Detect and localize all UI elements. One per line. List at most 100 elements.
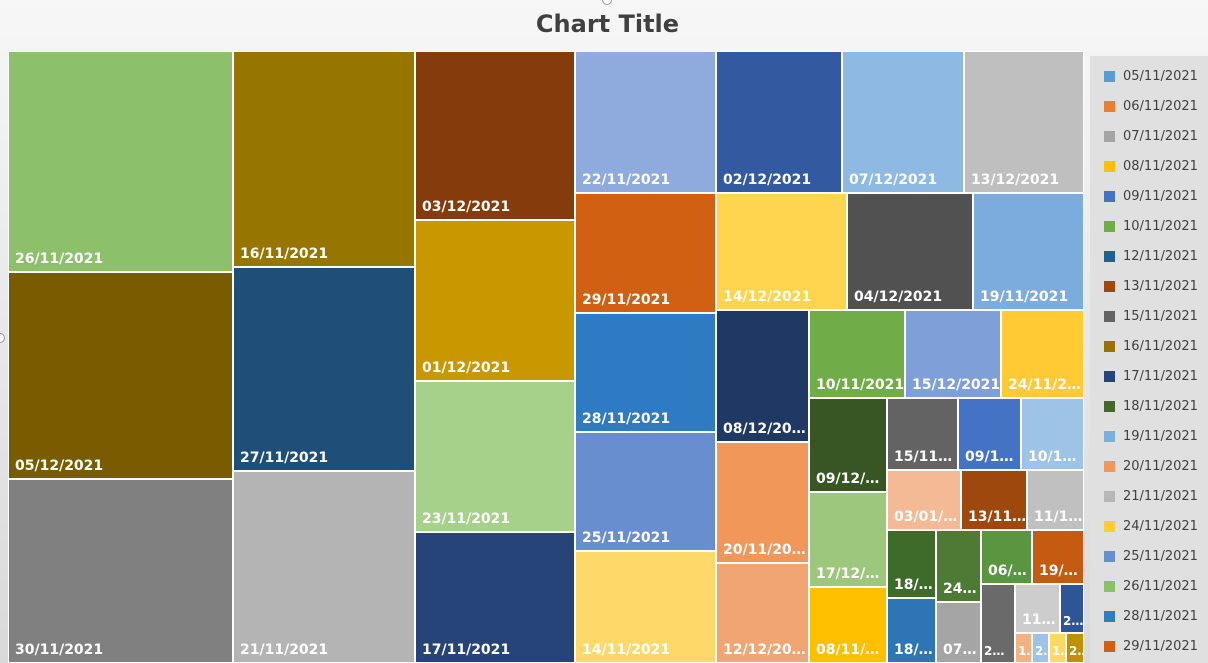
treemap-tile-label: 28/11/2021 [582, 411, 671, 427]
chart-legend: 05/11/2021 06/11/2021 07/11/2021 08/11/2021… [1090, 56, 1208, 663]
treemap-tile-label: 27/11/2021 [240, 450, 329, 466]
legend-entry: 20/11/2021 [1104, 458, 1198, 474]
treemap-tile-label: 08/11/… [816, 642, 880, 658]
treemap-tile: 24/11/2… [1001, 310, 1084, 398]
treemap-tile: 1… [1015, 633, 1032, 663]
treemap-tile: 25/11/2021 [575, 432, 716, 551]
treemap-tile: 16/11/2021 [233, 51, 415, 267]
treemap-tile-label: 07… [943, 642, 977, 658]
treemap-tile: 07… [936, 602, 981, 663]
treemap-tile: 04/12/2021 [847, 193, 973, 310]
treemap-tile-label: 11/1… [1034, 509, 1083, 525]
treemap-tile-label: 03/01/… [894, 509, 958, 525]
treemap-tile: 2… [981, 584, 1015, 663]
legend-label: 29/11/2021 [1123, 638, 1198, 654]
legend-label: 21/11/2021 [1123, 488, 1198, 504]
legend-swatch [1104, 250, 1115, 262]
treemap-tile-label: 2… [1035, 644, 1048, 658]
legend-swatch [1104, 430, 1115, 442]
treemap-tile-label: 26/11/2021 [15, 251, 104, 267]
treemap-tile: 08/11/… [809, 587, 887, 663]
treemap-tile-label: 09/12/… [816, 471, 880, 487]
legend-label: 10/11/2021 [1123, 218, 1198, 234]
legend-label: 09/11/2021 [1123, 188, 1198, 204]
treemap-tile: 27/11/2021 [233, 267, 415, 471]
treemap-tile-label: 04/12/2021 [854, 289, 943, 305]
treemap-tile-label: 15/11… [894, 449, 953, 465]
treemap-tile-label: 2… [1063, 614, 1084, 628]
treemap-tile: 17/11/2021 [415, 532, 575, 663]
legend-entry: 16/11/2021 [1104, 338, 1198, 354]
treemap-tile: 07/12/2021 [842, 51, 964, 193]
treemap-tile: 15/11… [887, 398, 958, 470]
legend-label: 15/11/2021 [1123, 308, 1198, 324]
legend-label: 06/11/2021 [1123, 98, 1198, 114]
treemap-tile-label: 1… [1018, 644, 1031, 658]
legend-entry: 24/11/2021 [1104, 518, 1198, 534]
treemap-tile-label: 17/12/… [816, 566, 880, 582]
treemap-tile-label: 13/11… [968, 509, 1027, 525]
treemap-tile-label: 19/… [1039, 563, 1078, 579]
treemap-tile-label: 19/11/2021 [980, 289, 1069, 305]
treemap-tile: 24… [936, 530, 981, 602]
legend-entry: 05/11/2021 [1104, 68, 1198, 84]
legend-label: 26/11/2021 [1123, 578, 1198, 594]
legend-swatch [1104, 220, 1115, 232]
legend-entry: 10/11/2021 [1104, 218, 1198, 234]
resize-handle-top[interactable] [602, 0, 612, 5]
treemap-tile-label: 2… [1069, 644, 1083, 658]
legend-swatch [1104, 280, 1115, 292]
treemap-tile: 22/11/2021 [575, 51, 716, 193]
legend-swatch [1104, 310, 1115, 322]
legend-swatch [1104, 130, 1115, 142]
legend-swatch [1104, 580, 1115, 592]
legend-label: 24/11/2021 [1123, 518, 1198, 534]
treemap-tile: 14/11/2021 [575, 551, 716, 663]
treemap-tile: 28/11/2021 [575, 313, 716, 432]
treemap-tile-label: 1… [1052, 644, 1065, 658]
treemap-tile-label: 29/11/2021 [582, 292, 671, 308]
treemap-tile: 15/12/2021 [905, 310, 1001, 398]
treemap-tile: 09/12/… [809, 398, 887, 492]
legend-entry: 21/11/2021 [1104, 488, 1198, 504]
treemap-tile-label: 10/1… [1028, 449, 1077, 465]
legend-entry: 19/11/2021 [1104, 428, 1198, 444]
treemap-tile: 10/11/2021 [809, 310, 905, 398]
legend-swatch [1104, 340, 1115, 352]
legend-label: 19/11/2021 [1123, 428, 1198, 444]
treemap-tile: 06/… [981, 530, 1032, 584]
treemap-tile: 2… [1032, 633, 1049, 663]
treemap-tile: 19/11/2021 [973, 193, 1084, 310]
legend-swatch [1104, 460, 1115, 472]
treemap-tile: 21/11/2021 [233, 471, 415, 663]
treemap-tile-label: 05/12/2021 [15, 458, 104, 474]
treemap-tile: 17/12/… [809, 492, 887, 587]
legend-label: 12/11/2021 [1123, 248, 1198, 264]
legend-swatch [1104, 370, 1115, 382]
legend-label: 05/11/2021 [1123, 68, 1198, 84]
treemap-tile: 23/11/2021 [415, 381, 575, 532]
legend-entry: 26/11/2021 [1104, 578, 1198, 594]
legend-label: 17/11/2021 [1123, 368, 1198, 384]
resize-handle-left[interactable] [0, 333, 5, 343]
treemap-tile-label: 14/11/2021 [582, 642, 671, 658]
treemap-tile-label: 21/11/2021 [240, 642, 329, 658]
legend-entry: 09/11/2021 [1104, 188, 1198, 204]
legend-entry: 29/11/2021 [1104, 638, 1198, 654]
legend-entry: 06/11/2021 [1104, 98, 1198, 114]
legend-entry: 13/11/2021 [1104, 278, 1198, 294]
treemap-tile-label: 25/11/2021 [582, 530, 671, 546]
legend-swatch [1104, 160, 1115, 172]
legend-swatch [1104, 490, 1115, 502]
legend-label: 16/11/2021 [1123, 338, 1198, 354]
chart-title: Chart Title [535, 10, 680, 38]
legend-swatch [1104, 550, 1115, 562]
treemap-tile-label: 01/12/2021 [422, 360, 511, 376]
legend-label: 25/11/2021 [1123, 548, 1198, 564]
treemap-tile-label: 23/11/2021 [422, 511, 511, 527]
treemap-tile-label: 08/12/20… [723, 421, 806, 437]
treemap-tile-label: 10/11/2021 [816, 377, 905, 393]
treemap-tile: 11… [1015, 584, 1060, 633]
treemap-tile-label: 24/11/2… [1008, 377, 1081, 393]
